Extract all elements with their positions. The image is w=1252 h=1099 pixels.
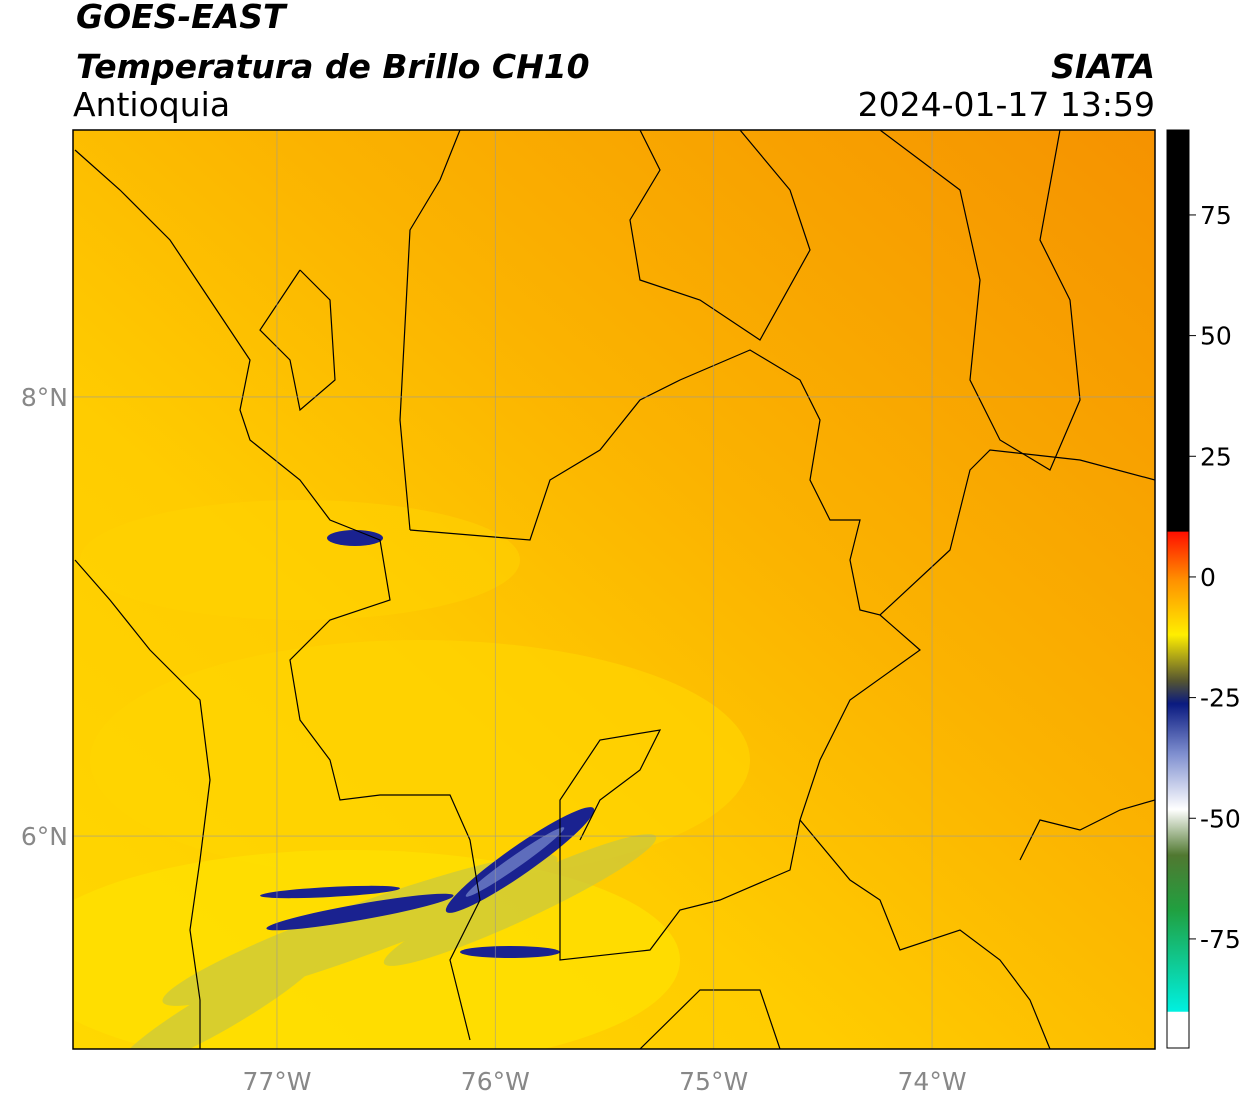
subtitle: Temperatura de Brillo CH10 — [76, 47, 590, 86]
lon-tick-label: 77°W — [242, 1067, 311, 1096]
map-frame — [72, 129, 1156, 1050]
colorbar-tick-label: -75 — [1200, 925, 1241, 954]
colorbar-tick-label: -50 — [1200, 804, 1241, 833]
colorbar-tick-label: 50 — [1200, 322, 1232, 351]
title: GOES-EAST — [76, 0, 288, 36]
colorbar-tick-label: 75 — [1200, 201, 1232, 230]
lon-tick-label: 76°W — [461, 1067, 530, 1096]
colorbar-tick-label: 25 — [1200, 442, 1232, 471]
datetime: 2024-01-17 13:59 — [858, 85, 1155, 124]
region: Antioquia — [73, 85, 230, 124]
graticule — [73, 130, 1155, 1049]
colorbar-tick-label: -25 — [1200, 684, 1241, 713]
lat-tick-label: 8°N — [21, 383, 68, 412]
lon-tick-label: 75°W — [679, 1067, 748, 1096]
colorbar-tick-label: 0 — [1200, 563, 1216, 592]
lon-tick-label: 74°W — [898, 1067, 967, 1096]
map-image — [73, 130, 1155, 1049]
lat-tick-label: 6°N — [21, 822, 68, 851]
colorbar — [1166, 129, 1190, 1049]
source: SIATA — [1051, 47, 1155, 86]
